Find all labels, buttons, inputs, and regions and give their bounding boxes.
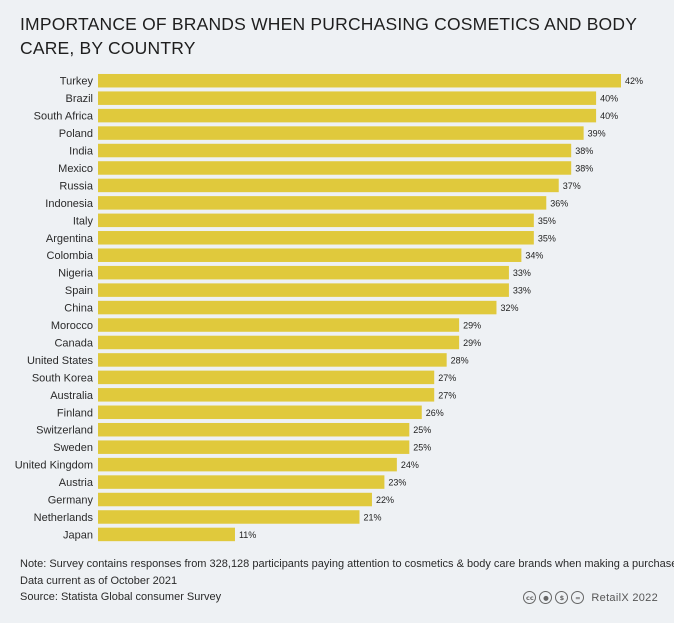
value-label: 32% xyxy=(500,303,518,313)
category-label: Morocco xyxy=(51,320,93,332)
value-label: 38% xyxy=(575,163,593,173)
bar xyxy=(98,161,572,175)
category-label: Mexico xyxy=(58,163,93,175)
value-label: 42% xyxy=(625,76,643,86)
bar xyxy=(98,143,572,158)
category-label: Germany xyxy=(48,495,94,507)
bar xyxy=(98,457,397,472)
nd-icon: = xyxy=(571,591,585,604)
category-label: Switzerland xyxy=(36,425,93,437)
value-label: 40% xyxy=(600,94,618,104)
brand-text: RetailX 2022 xyxy=(591,591,658,604)
value-label: 35% xyxy=(538,216,556,226)
category-label: Turkey xyxy=(60,76,94,88)
bar xyxy=(98,353,447,367)
category-label: Australia xyxy=(50,390,94,402)
bar xyxy=(98,388,435,402)
bar xyxy=(98,440,410,454)
value-label: 21% xyxy=(364,512,382,522)
category-label: South Africa xyxy=(34,111,94,123)
value-label: 22% xyxy=(376,495,394,505)
category-label: Italy xyxy=(73,215,94,227)
value-label: 11% xyxy=(239,530,256,540)
footer: Note: Survey contains responses from 328… xyxy=(20,556,674,606)
bar xyxy=(98,91,597,105)
bar xyxy=(98,405,422,420)
category-label: United Kingdom xyxy=(15,460,93,472)
chart-title: IMPORTANCE OF BRANDS WHEN PURCHASING COS… xyxy=(20,14,637,58)
value-label: 27% xyxy=(438,373,456,383)
category-label: Japan xyxy=(63,529,93,541)
bar xyxy=(98,231,534,245)
bar xyxy=(98,492,372,507)
bar xyxy=(98,108,597,123)
value-label: 33% xyxy=(513,286,531,296)
bar-chart: Turkey 42% Brazil 40% South Africa 40% Poland 3… xyxy=(15,73,643,542)
bar xyxy=(98,178,559,193)
value-label: 40% xyxy=(600,111,618,121)
category-label: Canada xyxy=(54,337,93,349)
category-label: Netherlands xyxy=(34,512,94,524)
category-label: Poland xyxy=(59,128,93,140)
value-label: 29% xyxy=(463,321,481,331)
category-label: Brazil xyxy=(65,93,93,105)
bar xyxy=(98,422,410,437)
value-label: 29% xyxy=(463,338,481,348)
value-label: 33% xyxy=(513,268,531,278)
value-label: 28% xyxy=(451,355,469,365)
category-label: Nigeria xyxy=(58,268,94,280)
category-label: Finland xyxy=(57,407,93,419)
bar xyxy=(98,73,621,88)
category-label: Argentina xyxy=(46,233,94,245)
category-label: Sweden xyxy=(53,442,93,454)
value-label: 36% xyxy=(550,198,568,208)
bar xyxy=(98,126,584,140)
category-label: Colombia xyxy=(47,250,94,262)
category-label: Russia xyxy=(59,180,94,192)
value-label: 25% xyxy=(413,425,431,435)
category-label: China xyxy=(64,303,94,315)
footer-note: Note: Survey contains responses from 328… xyxy=(20,558,674,570)
value-label: 27% xyxy=(438,390,456,400)
value-label: 38% xyxy=(575,146,593,156)
category-label: Spain xyxy=(65,285,93,297)
bar xyxy=(98,265,509,280)
bar xyxy=(98,300,497,315)
bar xyxy=(98,475,385,489)
bar xyxy=(98,510,360,524)
value-label: 35% xyxy=(538,233,556,243)
value-label: 34% xyxy=(525,251,543,261)
footer-data-current: Data current as of October 2021 xyxy=(20,574,178,587)
bar xyxy=(98,335,460,350)
value-label: 25% xyxy=(413,443,431,453)
value-label: 26% xyxy=(426,408,444,418)
category-label: United States xyxy=(27,355,94,367)
value-label: 23% xyxy=(388,478,406,488)
brand-block: cc ● $ = RetailX 2022 xyxy=(523,591,658,604)
bar xyxy=(98,248,522,262)
value-label: 24% xyxy=(401,460,419,470)
bar xyxy=(98,283,509,297)
category-label: Indonesia xyxy=(45,198,94,210)
bar xyxy=(98,527,235,542)
bar xyxy=(98,318,460,332)
bar xyxy=(98,213,534,228)
value-label: 37% xyxy=(563,181,581,191)
cc-icon: cc xyxy=(523,591,537,604)
by-icon: ● xyxy=(539,591,553,604)
nc-icon: $ xyxy=(555,591,569,604)
footer-source: Source: Statista Global consumer Survey xyxy=(20,591,222,603)
category-label: India xyxy=(69,146,94,158)
category-label: South Korea xyxy=(32,372,94,384)
bar xyxy=(98,370,435,385)
category-label: Austria xyxy=(59,477,94,489)
bar xyxy=(98,196,547,210)
value-label: 39% xyxy=(588,129,606,139)
